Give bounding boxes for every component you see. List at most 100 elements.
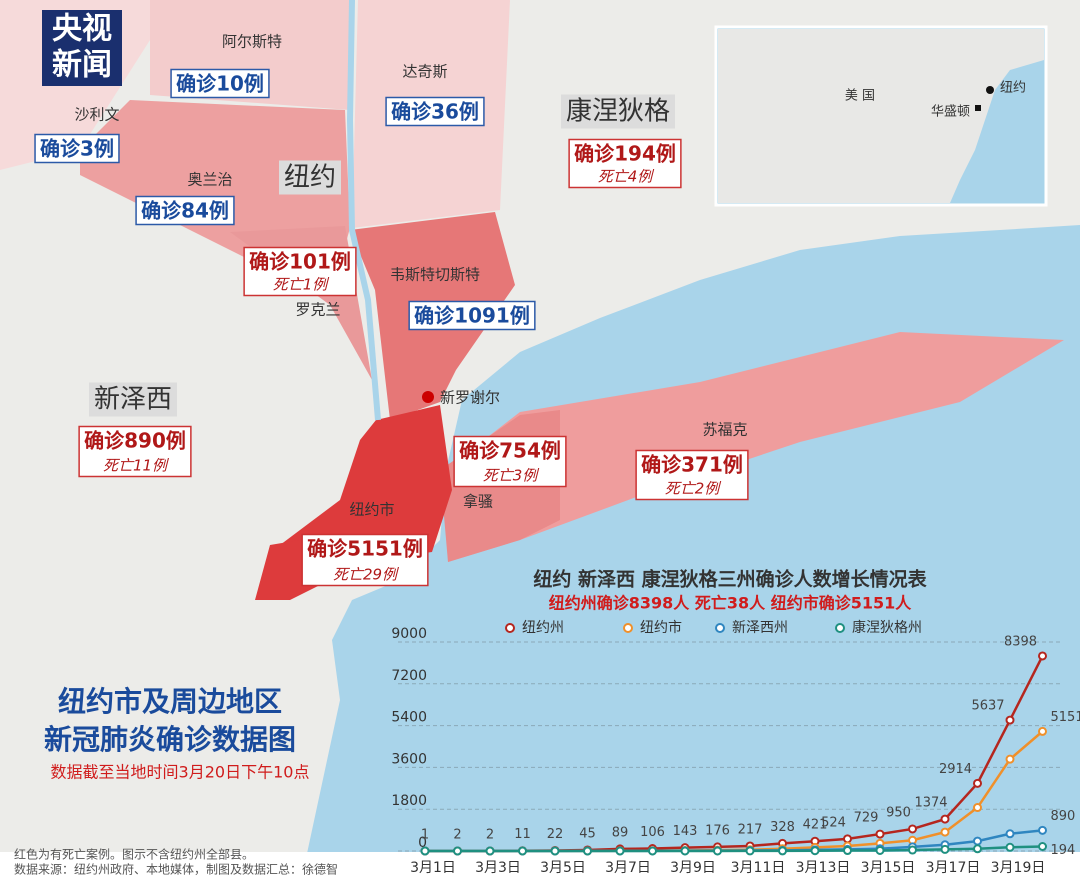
data-point	[1005, 715, 1015, 725]
county-label: 达奇斯	[402, 63, 447, 81]
data-label: 176	[705, 823, 730, 838]
x-tick-label: 3月13日	[796, 860, 851, 876]
series-line	[425, 845, 1043, 853]
county-label: 阿尔斯特	[222, 33, 282, 51]
data-point	[1038, 825, 1047, 835]
y-tick-label: 5400	[391, 710, 427, 726]
label-box	[560, 94, 676, 129]
y-tick-label: 9000	[391, 626, 427, 642]
data-point	[453, 846, 462, 856]
data-label: 5637	[971, 699, 1004, 714]
legend-marker	[505, 623, 515, 633]
label-box-group: 纽约	[278, 160, 342, 195]
death-count: 死亡2例	[665, 480, 722, 498]
data-point	[485, 846, 495, 856]
chart-subtitle: 纽约州确诊8398人 死亡38人 纽约市确诊5151人	[549, 594, 912, 613]
legend-label: 纽约市	[640, 619, 682, 636]
data-label: 729	[854, 811, 879, 826]
legend-marker	[835, 623, 845, 633]
label-box-group: 新泽西	[88, 382, 178, 417]
county-label: 奥兰治	[187, 171, 232, 189]
data-point	[973, 844, 982, 854]
case-count: 确诊371例	[641, 453, 743, 477]
data-label: 217	[738, 822, 763, 837]
state-label: 康涅狄格	[566, 97, 670, 127]
data-point	[1038, 841, 1047, 851]
legend-label: 新泽西州	[732, 620, 788, 636]
case-count: 确诊3例	[40, 137, 114, 161]
data-label: 8398	[1004, 634, 1037, 649]
label-box-group: 康涅狄格	[560, 94, 676, 129]
data-label: 194	[1051, 843, 1076, 858]
x-tick-label: 3月5日	[540, 860, 586, 876]
data-point	[908, 824, 917, 834]
heading: 纽约市及周边地区	[58, 685, 282, 718]
x-tick-label: 3月11日	[731, 860, 786, 876]
data-point	[973, 836, 982, 846]
data-label: 22	[547, 827, 564, 842]
data-label: 143	[673, 824, 698, 839]
label-box	[88, 382, 178, 417]
x-tick-label: 3月17日	[926, 860, 981, 876]
label-box	[278, 160, 342, 195]
logo-text: 央视	[52, 12, 112, 47]
footnote: 数据来源：纽约州政府、本地媒体，制图及数据汇总：徐德智	[14, 862, 338, 877]
data-point	[420, 846, 430, 856]
death-count: 死亡11例	[103, 457, 169, 475]
label-box-group: 确诊84例	[135, 195, 235, 226]
case-count: 确诊5151例	[307, 537, 423, 561]
case-count: 确诊101例	[249, 250, 351, 274]
state-label: 纽约	[284, 163, 336, 193]
y-tick-label: 1800	[391, 793, 427, 809]
label-box-group: 确诊3例	[34, 133, 120, 164]
label-box-group: 确诊10例	[170, 68, 270, 99]
data-label: 2	[486, 827, 494, 842]
data-label: 328	[770, 820, 795, 835]
data-point	[973, 778, 982, 788]
label-box	[135, 195, 235, 226]
label-box	[78, 425, 192, 478]
y-tick-label: 7200	[391, 668, 427, 684]
data-point	[1005, 842, 1015, 852]
label-box	[34, 133, 120, 164]
data-point	[875, 845, 885, 855]
county-nyc	[280, 405, 452, 562]
label-box	[385, 96, 485, 127]
inset-land	[718, 29, 1044, 203]
data-point	[615, 846, 625, 856]
legend-marker	[623, 623, 633, 633]
case-count: 确诊1091例	[414, 304, 530, 328]
data-point	[713, 846, 722, 856]
inset-country: 美 国	[845, 89, 875, 104]
inset-city-dot	[986, 86, 994, 94]
case-count: 确诊36例	[391, 100, 479, 124]
data-point	[778, 846, 787, 856]
inset-city: 华盛顿	[931, 105, 970, 120]
case-count: 确诊84例	[141, 199, 229, 223]
data-label: 890	[1051, 809, 1076, 824]
logo-text: 新闻	[52, 48, 112, 83]
logo-bg	[42, 10, 122, 86]
data-point	[940, 844, 950, 854]
state-label: 新泽西	[94, 385, 172, 415]
case-count: 确诊194例	[574, 142, 676, 166]
data-point	[680, 846, 690, 856]
death-count: 死亡4例	[598, 168, 655, 186]
label-box	[243, 246, 357, 297]
footnote: 红色为有死亡案例。图示不含纽约州全部县。	[14, 847, 254, 862]
data-point	[973, 803, 982, 813]
x-tick-label: 3月1日	[410, 860, 456, 876]
hudson-river	[346, 0, 381, 421]
inset-city: 纽约	[1000, 81, 1026, 96]
data-label: 2	[453, 827, 461, 842]
legend-label: 纽约州	[522, 620, 564, 636]
data-point	[648, 846, 657, 856]
inset-city-dot	[975, 105, 981, 111]
data-point	[745, 846, 755, 856]
